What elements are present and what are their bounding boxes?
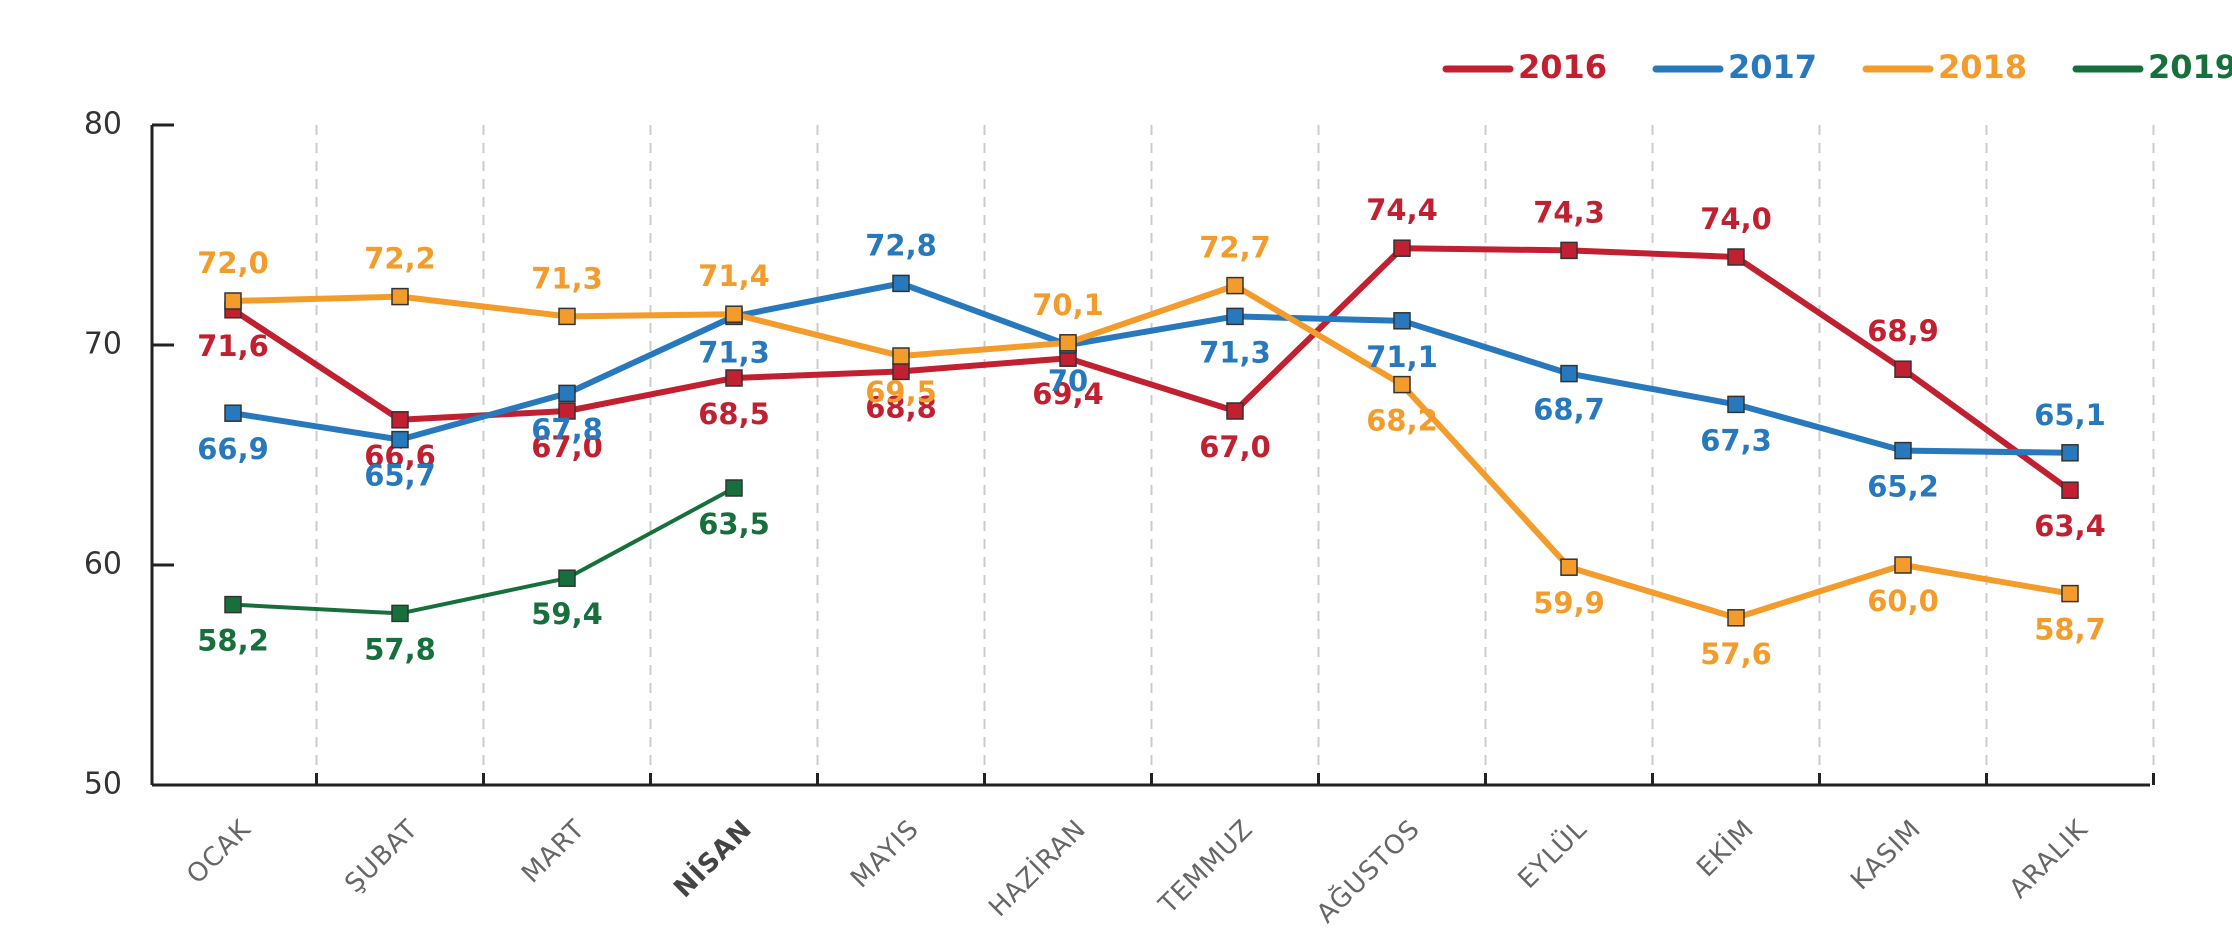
data-label: 63,4 — [2034, 509, 2106, 543]
data-label: 68,7 — [1533, 393, 1605, 427]
data-label: 71,3 — [1199, 335, 1271, 369]
data-label: 72,8 — [865, 228, 937, 262]
data-point — [391, 287, 409, 306]
data-point — [391, 604, 409, 623]
data-label: 74,0 — [1700, 202, 1772, 236]
data-label: 71,6 — [197, 329, 269, 363]
x-tick-label: HAZİRAN — [982, 813, 1092, 923]
data-label: 68,8 — [865, 390, 937, 424]
data-label: 72,2 — [364, 242, 436, 276]
data-label: 59,9 — [1533, 586, 1605, 620]
data-label: 72,7 — [1199, 231, 1271, 265]
x-tick-label: NİSAN — [667, 813, 758, 904]
x-tick-label: MART — [516, 814, 591, 889]
data-label: 68,9 — [1867, 314, 1939, 348]
data-label: 68,2 — [1366, 404, 1438, 438]
data-point — [1226, 307, 1244, 326]
data-label: 72,0 — [197, 246, 269, 280]
data-point — [391, 430, 409, 449]
data-label: 67,0 — [531, 430, 603, 464]
data-point — [2061, 481, 2079, 499]
x-tick-label: EYLÜL — [1511, 813, 1593, 895]
data-label: 59,4 — [531, 597, 603, 631]
data-label: 66,9 — [197, 432, 269, 466]
data-label: 70 — [1048, 364, 1088, 398]
data-point — [725, 369, 743, 387]
data-point — [391, 411, 409, 429]
data-point — [1727, 395, 1745, 414]
series-line — [232, 280, 2071, 456]
series-line — [232, 282, 2071, 621]
data-label: 69,4 — [1032, 377, 1104, 411]
series-line — [232, 486, 735, 616]
data-point — [1727, 609, 1745, 627]
data-point — [892, 347, 910, 365]
data-label: 67,0 — [1199, 430, 1271, 464]
data-point — [1894, 441, 1912, 460]
legend-label: 2019 — [2148, 48, 2232, 86]
x-tick-label: EKİM — [1690, 813, 1760, 883]
data-point — [1560, 558, 1578, 576]
data-point — [224, 595, 242, 614]
data-point — [558, 402, 576, 420]
data-label: 70,1 — [1032, 288, 1104, 322]
y-tick-label: 60 — [84, 547, 122, 582]
data-point — [2061, 584, 2079, 603]
x-tick-label: ŞUBAT — [339, 814, 424, 899]
data-label: 65,2 — [1867, 470, 1939, 504]
data-point — [1560, 364, 1578, 383]
data-label: 65,1 — [2034, 398, 2106, 432]
legend-label: 2017 — [1728, 48, 1817, 86]
data-label: 71,4 — [698, 259, 770, 293]
data-label: 58,7 — [2034, 613, 2106, 647]
data-point — [2061, 444, 2079, 462]
x-tick-label: KASIM — [1845, 814, 1927, 896]
data-point — [224, 292, 242, 310]
data-point — [1226, 402, 1244, 420]
x-tick-label: TEMMUZ — [1153, 814, 1259, 920]
data-label: 67,8 — [531, 412, 603, 446]
data-point — [1393, 375, 1411, 394]
data-label: 71,3 — [698, 335, 770, 369]
data-point — [892, 274, 910, 293]
data-label: 68,5 — [698, 397, 770, 431]
data-point — [1393, 239, 1411, 257]
legend-label: 2016 — [1518, 48, 1607, 86]
data-label: 65,7 — [364, 459, 436, 493]
y-tick-label: 50 — [84, 767, 122, 802]
data-label: 67,3 — [1700, 423, 1772, 457]
legend-label: 2018 — [1938, 48, 2027, 86]
data-point — [558, 307, 576, 326]
y-tick-label: 70 — [84, 327, 122, 362]
data-label: 63,5 — [698, 507, 770, 541]
data-label: 58,2 — [197, 624, 269, 658]
data-point — [558, 569, 576, 587]
x-tick-label: OCAK — [181, 814, 257, 890]
data-point — [1059, 334, 1077, 352]
data-point — [1894, 556, 1912, 574]
data-label: 69,5 — [865, 375, 937, 409]
data-point — [1894, 360, 1912, 378]
data-label: 60,0 — [1867, 584, 1939, 618]
data-point — [1226, 276, 1244, 295]
x-tick-label: AĞUSTOS — [1310, 813, 1427, 930]
data-point — [558, 384, 576, 403]
data-point — [224, 404, 242, 422]
data-point — [725, 305, 743, 323]
data-label: 71,1 — [1366, 340, 1438, 374]
data-point — [1727, 248, 1745, 266]
data-label: 57,8 — [364, 632, 436, 666]
data-point — [725, 479, 743, 497]
data-label: 71,3 — [531, 261, 603, 295]
data-label: 57,6 — [1700, 637, 1772, 671]
x-tick-label: ARALIK — [2004, 814, 2094, 904]
data-point — [1560, 241, 1578, 260]
data-point — [1393, 312, 1411, 330]
x-tick-label: MAYIS — [845, 814, 925, 894]
data-label: 74,3 — [1533, 195, 1605, 229]
series-line — [231, 245, 2072, 493]
y-tick-label: 80 — [84, 107, 122, 142]
data-label: 74,4 — [1366, 193, 1438, 227]
